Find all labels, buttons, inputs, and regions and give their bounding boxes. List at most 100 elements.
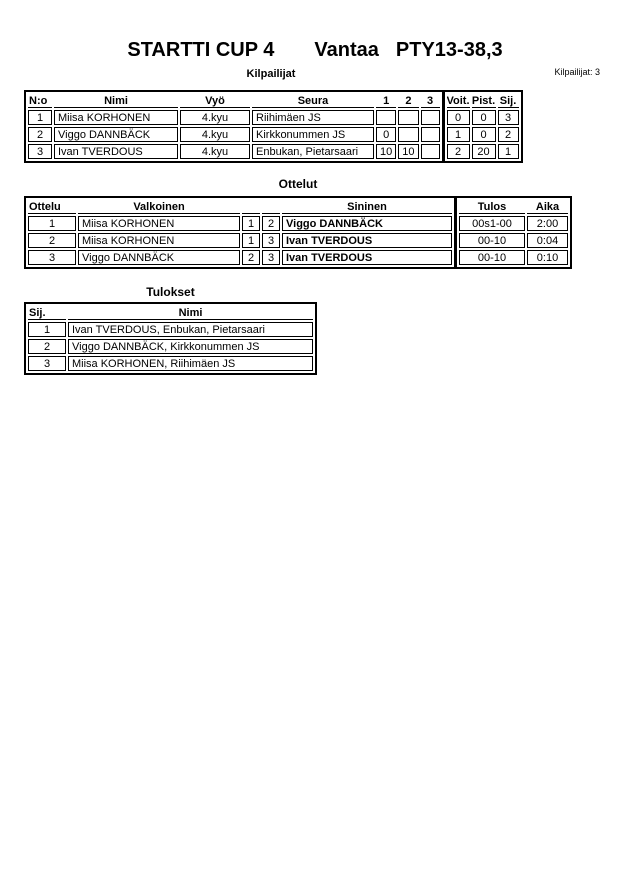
cell-match1: 10 [376, 144, 397, 159]
table-row: 00s1-00 2:00 [459, 216, 568, 231]
table-row: 1 0 2 [446, 127, 519, 142]
cell-blue-no: 2 [262, 216, 280, 231]
header-blue-no [262, 200, 280, 214]
cell-match3 [420, 110, 440, 125]
cell-blue-no: 3 [262, 233, 280, 248]
cell-sij: 1 [28, 322, 66, 337]
page-title: STARTTI CUP 4 Vantaa PTY13-38,3 [0, 40, 630, 60]
section-title-ottelut: Ottelut [278, 177, 318, 191]
table-header-row: N:o Nimi Vyö Seura 1 2 3 [28, 94, 440, 108]
table-row: 00-10 0:04 [459, 233, 568, 248]
cell-nimi: Viggo DANNBÄCK [54, 127, 178, 142]
cell-match2: 10 [398, 144, 419, 159]
cell-white-no: 1 [242, 233, 260, 248]
cell-aika: 2:00 [527, 216, 568, 231]
cell-vyo: 4.kyu [180, 144, 250, 159]
cell-match3 [420, 127, 440, 142]
cell-seura: Kirkkonummen JS [252, 127, 374, 142]
cell-nimi: Viggo DANNBÄCK, Kirkkonummen JS [68, 339, 313, 354]
header-pist: Pist. [471, 94, 496, 108]
cell-nimi: Miisa KORHONEN [54, 110, 178, 125]
table-row: 2 Viggo DANNBÄCK, Kirkkonummen JS [28, 339, 313, 354]
table-row: 1 Miisa KORHONEN 4.kyu Riihimäen JS [28, 110, 440, 125]
cell-match1: 0 [376, 127, 397, 142]
ottelut-table: Ottelu Valkoinen Sininen 1 Miisa KORHONE… [24, 196, 572, 269]
cell-nimi: Ivan TVERDOUS [54, 144, 178, 159]
cell-white-no: 2 [242, 250, 260, 265]
header-nimi: Nimi [68, 306, 313, 320]
tulokset-table-main: Sij. Nimi 1 Ivan TVERDOUS, Enbukan, Piet… [24, 302, 317, 375]
cell-voit: 2 [446, 144, 470, 159]
table-row: 3 Ivan TVERDOUS 4.kyu Enbukan, Pietarsaa… [28, 144, 440, 159]
cell-pist: 0 [471, 127, 496, 142]
table-row: 1 Ivan TVERDOUS, Enbukan, Pietarsaari [28, 322, 313, 337]
ottelut-table-result: Tulos Aika 00s1-00 2:00 00-10 0:04 00-10… [455, 196, 572, 269]
header-tulos: Tulos [459, 200, 525, 214]
tulokset-table: Sij. Nimi 1 Ivan TVERDOUS, Enbukan, Piet… [24, 302, 317, 375]
section-title-tulokset: Tulokset [146, 285, 195, 299]
cell-aika: 0:04 [527, 233, 568, 248]
cell-blue-name: Ivan TVERDOUS [282, 250, 452, 265]
cell-match-no: 3 [28, 250, 76, 265]
header-ottelu: Ottelu [28, 200, 76, 214]
header-valkoinen: Valkoinen [78, 200, 240, 214]
cell-voit: 1 [446, 127, 470, 142]
table-header-row: Tulos Aika [459, 200, 568, 214]
header-white-no [242, 200, 260, 214]
cell-no: 2 [28, 127, 52, 142]
cell-seura: Enbukan, Pietarsaari [252, 144, 374, 159]
cell-seura: Riihimäen JS [252, 110, 374, 125]
table-row: 2 Viggo DANNBÄCK 4.kyu Kirkkonummen JS 0 [28, 127, 440, 142]
header-no: N:o [28, 94, 52, 108]
header-match3: 3 [420, 94, 440, 108]
cell-voit: 0 [446, 110, 470, 125]
category-code: PTY13-38,3 [395, 39, 503, 61]
cell-pist: 0 [471, 110, 496, 125]
table-row: 0 0 3 [446, 110, 519, 125]
header-voit: Voit. [446, 94, 470, 108]
cell-tulos: 00-10 [459, 250, 525, 265]
header-match2: 2 [398, 94, 419, 108]
cell-blue-name: Viggo DANNBÄCK [282, 216, 452, 231]
cell-no: 1 [28, 110, 52, 125]
kilpailijat-table-standings: Voit. Pist. Sij. 0 0 3 1 0 2 2 20 1 [442, 90, 523, 163]
table-header-row: Ottelu Valkoinen Sininen [28, 200, 452, 214]
cell-sij: 3 [497, 110, 519, 125]
cell-match1 [376, 110, 397, 125]
cell-white-name: Miisa KORHONEN [78, 233, 240, 248]
kilpailijat-table-main: N:o Nimi Vyö Seura 1 2 3 1 Miisa KORHONE… [24, 90, 444, 163]
cell-sij: 1 [497, 144, 519, 159]
cell-tulos: 00s1-00 [459, 216, 525, 231]
cell-blue-no: 3 [262, 250, 280, 265]
kilpailijat-table: N:o Nimi Vyö Seura 1 2 3 1 Miisa KORHONE… [24, 90, 523, 163]
cell-white-no: 1 [242, 216, 260, 231]
table-row: 2 Miisa KORHONEN 1 3 Ivan TVERDOUS [28, 233, 452, 248]
table-header-row: Voit. Pist. Sij. [446, 94, 519, 108]
cell-white-name: Miisa KORHONEN [78, 216, 240, 231]
cell-sij: 2 [497, 127, 519, 142]
cell-match-no: 1 [28, 216, 76, 231]
header-nimi: Nimi [54, 94, 178, 108]
cell-tulos: 00-10 [459, 233, 525, 248]
table-header-row: Sij. Nimi [28, 306, 313, 320]
cell-nimi: Ivan TVERDOUS, Enbukan, Pietarsaari [68, 322, 313, 337]
cell-match2 [398, 127, 419, 142]
header-sij: Sij. [497, 94, 519, 108]
header-seura: Seura [252, 94, 374, 108]
cell-match-no: 2 [28, 233, 76, 248]
table-row: 3 Viggo DANNBÄCK 2 3 Ivan TVERDOUS [28, 250, 452, 265]
table-row: 2 20 1 [446, 144, 519, 159]
header-aika: Aika [527, 200, 568, 214]
cell-pist: 20 [471, 144, 496, 159]
section-title-kilpailijat: Kilpailijat [246, 68, 296, 80]
tournament-name: STARTTI CUP 4 [127, 39, 275, 61]
header-sij: Sij. [28, 306, 66, 320]
cell-vyo: 4.kyu [180, 110, 250, 125]
cell-no: 3 [28, 144, 52, 159]
cell-sij: 3 [28, 356, 66, 371]
cell-nimi: Miisa KORHONEN, Riihimäen JS [68, 356, 313, 371]
table-row: 00-10 0:10 [459, 250, 568, 265]
header-sininen: Sininen [282, 200, 452, 214]
cell-match2 [398, 110, 419, 125]
